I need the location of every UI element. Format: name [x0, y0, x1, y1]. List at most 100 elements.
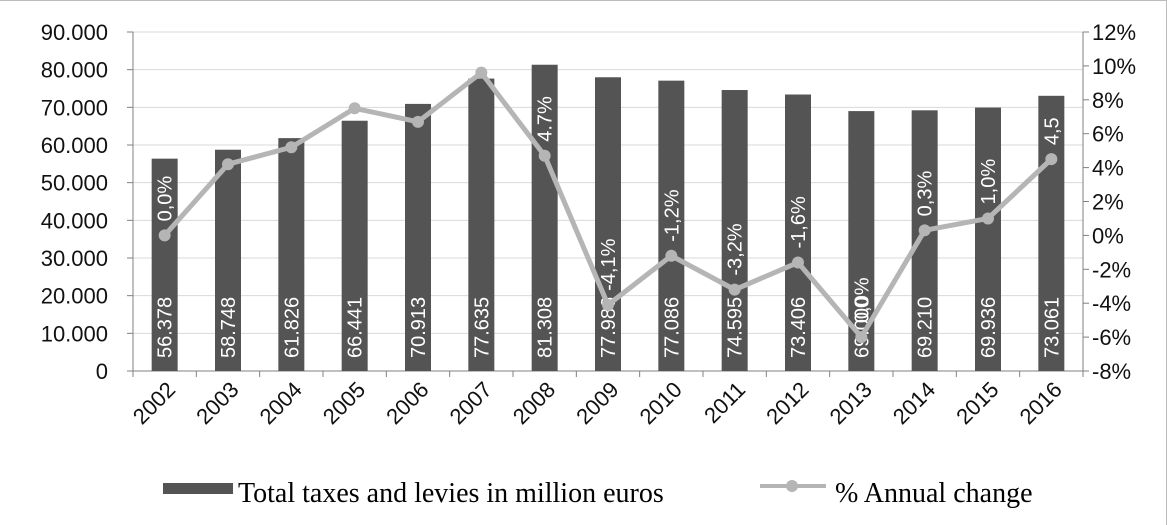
x-tick-label: 2008 — [508, 377, 560, 429]
y-right-tick-label: -2% — [1092, 257, 1131, 282]
x-tick-label: 2015 — [951, 377, 1003, 429]
legend-line-marker — [786, 480, 798, 492]
bar-data-label: 66.441 — [345, 297, 367, 358]
y-left-tick-label: 70.000 — [41, 95, 108, 120]
x-tick-label: 2009 — [571, 377, 623, 429]
bar-data-label: 77.986 — [598, 297, 620, 358]
x-tick-label: 2012 — [761, 377, 813, 429]
x-tick-label: 2007 — [445, 377, 497, 429]
y-left-tick-label: 30.000 — [41, 246, 108, 271]
line-data-label: -1,2% — [661, 189, 683, 241]
bar-data-label: 70.913 — [408, 297, 430, 358]
y-right-tick-label: 12% — [1092, 20, 1136, 45]
bar-data-label: 73.406 — [788, 297, 810, 358]
bar-data-label: 56.378 — [155, 297, 177, 358]
bar-data-label: 58.748 — [218, 297, 240, 358]
legend-line-label: % Annual change — [835, 478, 1033, 509]
line-point — [918, 224, 931, 237]
bar-data-labels: 56.378 58.748 61.826 66.441 70.913 77.635 81.3… — [155, 297, 1064, 358]
y-right-tick-label: 8% — [1092, 88, 1124, 113]
line-point — [855, 331, 868, 344]
bar — [658, 80, 685, 371]
legend-bar-label: Total taxes and levies in million euros — [238, 478, 664, 509]
bar-series — [151, 64, 1065, 372]
line-point — [792, 256, 804, 269]
bar — [721, 90, 748, 371]
bar-data-label: 61.826 — [281, 297, 303, 358]
line-data-label: 0,3% — [915, 171, 937, 217]
bar-data-label: 69.936 — [978, 297, 1000, 358]
y-right-tick-label: -8% — [1092, 359, 1131, 384]
line-series — [158, 66, 1058, 344]
y-left-tick-label: 20.000 — [41, 284, 108, 309]
x-tick-label: 2016 — [1015, 377, 1067, 429]
line-point — [348, 102, 361, 115]
line-point — [412, 115, 424, 128]
y-left-tick-label: 60.000 — [41, 133, 108, 158]
line-data-label: 4,5 — [1041, 117, 1063, 145]
line-data-label: -3,2% — [725, 223, 747, 275]
line-point — [1045, 153, 1058, 166]
bar — [468, 78, 495, 372]
bar-data-label: 81.308 — [535, 297, 557, 358]
line-data-label: 1,0% — [978, 159, 1000, 205]
y-left-tick-label: 50.000 — [41, 171, 108, 196]
y-right-tick-label: -6% — [1092, 325, 1131, 350]
line-data-label: -4,1% — [598, 238, 620, 290]
line-data-label: -1,6% — [788, 196, 810, 248]
bar — [785, 94, 811, 372]
bar — [215, 149, 241, 371]
bar — [1038, 95, 1065, 372]
y-right-tick-label: -4% — [1092, 291, 1131, 316]
y-left-tick-label: 10.000 — [41, 321, 108, 346]
tick-labels: 0 10.000 20.000 30.000 40.000 50.000 60.000 70.… — [41, 20, 1136, 429]
line-point — [728, 283, 741, 296]
y-right-tick-label: 10% — [1092, 54, 1136, 79]
line-point — [665, 249, 678, 262]
line-data-label: 0,0% — [155, 176, 177, 222]
chart-area: 56.378 58.748 61.826 66.441 70.913 77.635 81.3… — [41, 20, 1136, 429]
bar — [531, 64, 558, 371]
legend: Total taxes and levies in million euros … — [0, 478, 1167, 518]
x-tick-label: 2003 — [191, 377, 243, 429]
line-point — [158, 229, 171, 242]
x-tick-label: 2010 — [635, 377, 687, 429]
line-data-label: 4.7% — [535, 96, 557, 142]
x-tick-label: 2002 — [128, 377, 180, 429]
bar-data-label: 73.061 — [1041, 297, 1063, 358]
bar-data-label: 74.595 — [725, 297, 747, 358]
line-point — [538, 149, 551, 162]
y-right-tick-label: 4% — [1092, 156, 1124, 181]
x-tick-label: 2004 — [255, 377, 307, 429]
line-point — [222, 158, 234, 171]
bar-data-label: 69.000 — [851, 297, 873, 358]
line-point — [285, 141, 298, 154]
bar — [151, 158, 178, 371]
line-point — [982, 212, 994, 225]
y-left-tick-label: 90.000 — [41, 20, 108, 45]
bar — [278, 138, 305, 371]
x-tick-label: 2011 — [699, 377, 750, 428]
line-point — [475, 66, 488, 79]
y-left-tick-label: 0 — [96, 359, 108, 384]
bar — [595, 77, 621, 371]
line-point — [602, 298, 614, 311]
bar — [975, 107, 1001, 371]
line-data-labels: 0,0% 4.7% -4,1% -1,2% -3,2% -1,6% 0,0% 0,3% 1,0%… — [155, 96, 1064, 323]
bar-data-label: 77.086 — [661, 297, 683, 358]
y-left-tick-label: 40.000 — [41, 208, 108, 233]
bar — [405, 103, 431, 372]
x-tick-label: 2013 — [825, 377, 877, 429]
bar — [341, 120, 368, 372]
bar-data-label: 77.635 — [471, 297, 493, 358]
legend-bar-swatch — [163, 483, 233, 494]
y-left-tick-label: 80.000 — [41, 58, 108, 83]
bar-data-label: 69.210 — [915, 297, 937, 358]
y-right-tick-label: 0% — [1092, 223, 1124, 248]
y-right-tick-label: 2% — [1092, 190, 1124, 215]
x-tick-label: 2005 — [318, 377, 370, 429]
y-right-tick-label: 6% — [1092, 122, 1124, 147]
x-tick-label: 2006 — [381, 377, 433, 429]
x-tick-label: 2014 — [888, 377, 940, 429]
line-data-label: 0,0% — [851, 277, 873, 323]
